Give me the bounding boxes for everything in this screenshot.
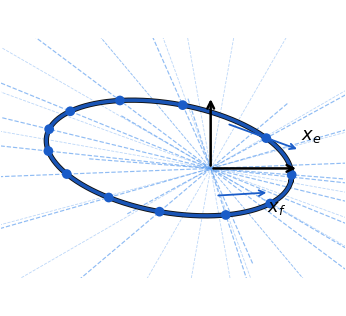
Point bbox=[67, 109, 73, 114]
Point bbox=[157, 209, 162, 214]
Text: $x_f$: $x_f$ bbox=[267, 199, 286, 217]
Point bbox=[64, 172, 70, 177]
Point bbox=[223, 212, 229, 217]
Point bbox=[106, 195, 111, 200]
Point bbox=[46, 149, 51, 154]
Point bbox=[267, 201, 273, 206]
Text: $x_e$: $x_e$ bbox=[301, 127, 321, 144]
Point bbox=[117, 98, 123, 103]
Point bbox=[180, 103, 185, 108]
Point bbox=[263, 136, 269, 141]
Point bbox=[289, 172, 294, 177]
Point bbox=[46, 127, 52, 132]
